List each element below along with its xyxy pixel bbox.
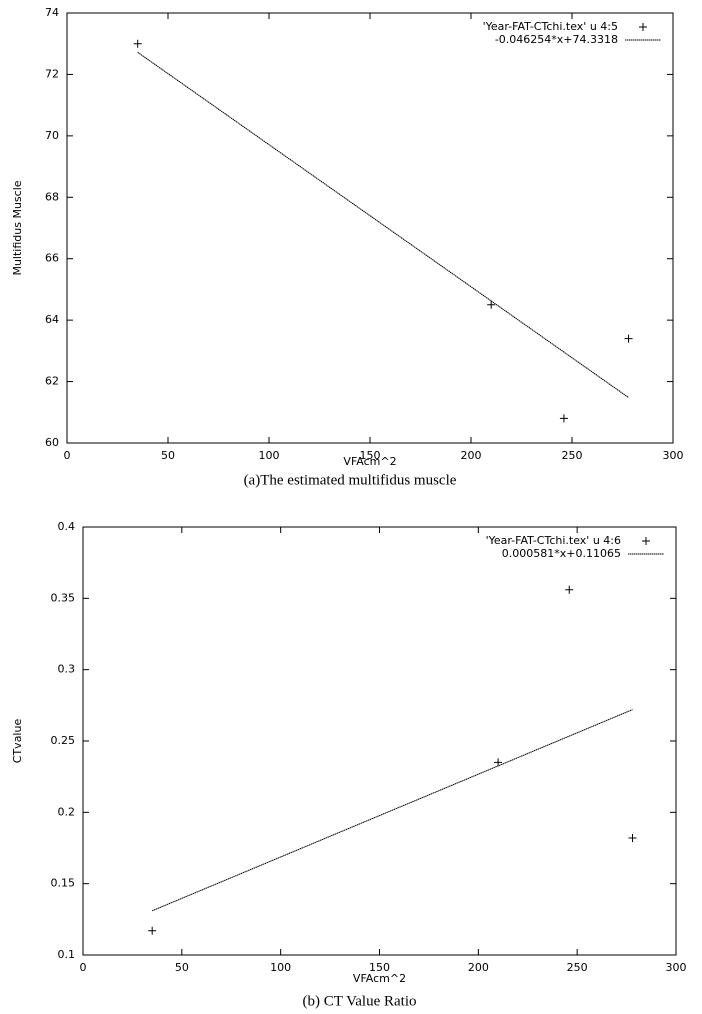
y-tick-label: 60 — [45, 436, 59, 449]
y-tick-label: 62 — [45, 375, 59, 388]
legend-swatch — [639, 23, 647, 31]
y-tick-label: 0.2 — [58, 805, 76, 818]
data-point — [487, 300, 496, 309]
x-axis-label: VFAcm^2 — [353, 972, 406, 985]
fit-line — [151, 709, 633, 912]
plot-frame — [82, 526, 677, 956]
x-tick-label: 100 — [259, 449, 280, 462]
x-tick-label: 150 — [369, 961, 390, 974]
caption: (a)The estimated multifidus muscle — [244, 472, 457, 488]
data-point — [133, 39, 142, 48]
plot-frame — [66, 12, 674, 444]
y-tick-label: 0.4 — [58, 520, 76, 533]
legend-label: 'Year-FAT-CTchi.tex' u 4:6 — [486, 534, 621, 547]
x-tick-label: 200 — [461, 449, 482, 462]
x-tick-label: 250 — [567, 961, 588, 974]
legend-label: 'Year-FAT-CTchi.tex' u 4:5 — [483, 20, 618, 33]
y-tick-label: 0.3 — [58, 663, 76, 676]
legend-swatch — [642, 537, 650, 545]
data-point — [559, 414, 568, 423]
x-tick-label: 150 — [360, 449, 381, 462]
legend-label: 0.000581*x+0.11065 — [502, 547, 621, 560]
data-point — [628, 834, 637, 843]
data-point — [148, 926, 157, 935]
fit-line — [137, 51, 629, 398]
y-tick-label: 0.1 — [58, 948, 76, 961]
y-tick-label: 0.15 — [51, 877, 76, 890]
x-tick-label: 0 — [80, 961, 87, 974]
y-axis-label: CTvalue — [11, 719, 24, 764]
y-tick-label: 70 — [45, 129, 59, 142]
x-tick-label: 50 — [161, 449, 175, 462]
x-tick-label: 50 — [175, 961, 189, 974]
y-tick-label: 72 — [45, 67, 59, 80]
x-tick-label: 200 — [468, 961, 489, 974]
y-tick-label: 74 — [45, 6, 59, 19]
data-point — [494, 758, 503, 767]
x-tick-label: 300 — [666, 961, 687, 974]
x-tick-label: 0 — [64, 449, 71, 462]
caption: (b) CT Value Ratio — [302, 993, 416, 1009]
data-point — [624, 334, 633, 343]
data-point — [565, 585, 574, 594]
x-tick-label: 300 — [663, 449, 684, 462]
legend-label: -0.046254*x+74.3318 — [495, 33, 618, 46]
y-axis-label: Multifidus Muscle — [11, 180, 24, 275]
x-tick-label: 100 — [270, 961, 291, 974]
y-tick-label: 64 — [45, 313, 59, 326]
x-axis-label: VFAcm^2 — [343, 455, 396, 468]
y-tick-label: 0.25 — [51, 734, 76, 747]
y-tick-label: 0.35 — [51, 591, 76, 604]
y-tick-label: 66 — [45, 252, 59, 265]
x-tick-label: 250 — [562, 449, 583, 462]
y-tick-label: 68 — [45, 190, 59, 203]
